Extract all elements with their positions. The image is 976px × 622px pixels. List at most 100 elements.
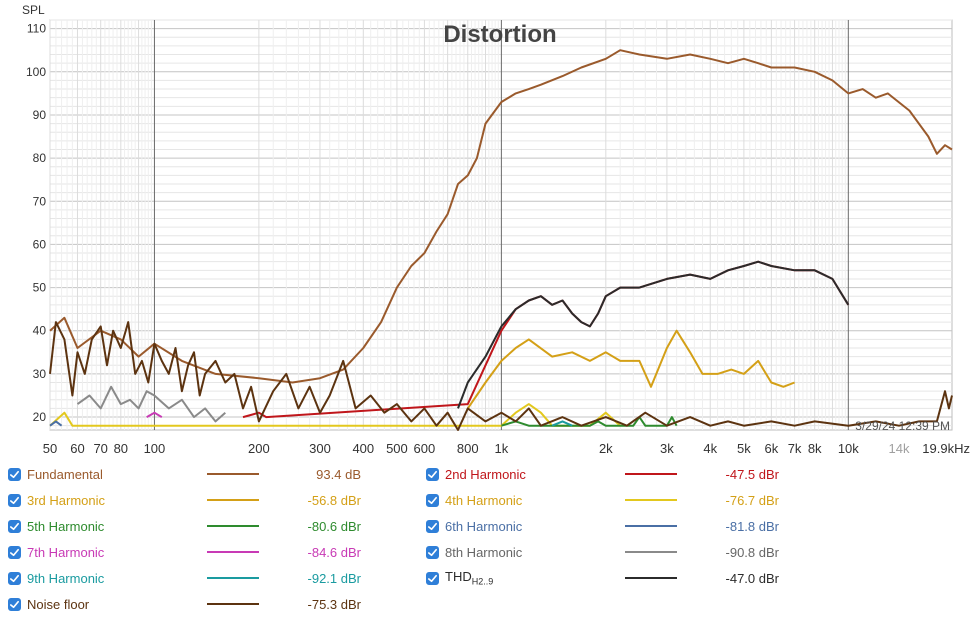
checkmark-icon [428, 496, 437, 504]
legend-checkbox[interactable] [426, 571, 439, 585]
legend-label: THDH2..9 [445, 569, 625, 587]
x-tick-label: 200 [248, 441, 270, 456]
x-tick-label: 300 [309, 441, 331, 456]
x-tick-label: 60 [70, 441, 84, 456]
legend-value: -90.8 dBr [725, 544, 779, 560]
legend-label: 8th Harmonic [445, 545, 625, 560]
legend-label: 5th Harmonic [27, 519, 207, 534]
legend-label: 6th Harmonic [445, 519, 625, 534]
y-tick-label: 80 [33, 151, 47, 165]
legend-label-text: 2nd Harmonic [445, 466, 526, 482]
legend-swatch [625, 577, 677, 579]
legend-label: Fundamental [27, 467, 207, 482]
legend-label-subscript: H2..9 [471, 576, 494, 587]
legend-swatch [207, 551, 259, 553]
x-tick-label: 70 [93, 441, 107, 456]
legend-swatch [207, 499, 259, 501]
x-tick-label: 7k [788, 441, 802, 456]
x-tick-label: 5k [737, 441, 751, 456]
legend-label-text: 9th Harmonic [27, 570, 105, 586]
x-tick-label: 1k [495, 441, 509, 456]
x-tick-label: 10k [838, 441, 859, 456]
y-axis-label: SPL [22, 3, 45, 17]
legend-item: THDH2..9 -47.0 dBr [426, 568, 779, 588]
x-tick-label: 80 [114, 441, 128, 456]
legend-label: 7th Harmonic [27, 545, 207, 560]
legend-swatch [625, 499, 677, 501]
legend-checkbox[interactable] [426, 467, 439, 481]
legend-label: 9th Harmonic [27, 571, 207, 586]
legend-swatch [625, 551, 677, 553]
series-line-5th-harmonic [501, 416, 678, 427]
legend-checkbox[interactable] [8, 493, 21, 507]
legend-value: -47.5 dBr [725, 466, 779, 482]
x-tick-label: 50 [43, 441, 57, 456]
x-tick-label: 500 [386, 441, 408, 456]
legend: Fundamental 93.4 dB 2nd Harmonic -47.5 dBr 3… [0, 462, 976, 622]
y-tick-label: 90 [33, 108, 47, 122]
y-tick-label: 30 [33, 367, 47, 381]
x-tick-label: 400 [352, 441, 374, 456]
legend-checkbox[interactable] [426, 493, 439, 507]
legend-value: 93.4 dB [316, 466, 361, 482]
series-line-3rd-harmonic [466, 329, 795, 409]
legend-label-text: Noise floor [27, 596, 90, 612]
legend-item: 9th Harmonic -92.1 dBr [8, 568, 361, 588]
legend-label-text: 5th Harmonic [27, 518, 105, 534]
legend-label-text: 8th Harmonic [445, 544, 523, 560]
legend-checkbox[interactable] [8, 519, 21, 533]
y-tick-label: 40 [33, 324, 47, 338]
checkmark-icon [10, 600, 19, 608]
legend-item: 2nd Harmonic -47.5 dBr [426, 464, 779, 484]
checkmark-icon [10, 574, 19, 582]
timestamp-label: 3/29/24 12:39 PM [855, 419, 950, 433]
legend-checkbox[interactable] [8, 467, 21, 481]
legend-value: -47.0 dBr [725, 570, 779, 586]
legend-swatch [207, 525, 259, 527]
legend-label: 3rd Harmonic [27, 493, 207, 508]
legend-label-text: 3rd Harmonic [27, 492, 106, 508]
legend-value: -80.6 dBr [307, 518, 361, 534]
series-line-noise-floor [49, 321, 953, 431]
chart-title: Distortion [443, 21, 556, 48]
x-tick-label: 6k [764, 441, 778, 456]
series-line-6th-harmonic [49, 420, 63, 427]
legend-label-text: Fundamental [27, 466, 103, 482]
legend-item: 4th Harmonic -76.7 dBr [426, 490, 779, 510]
x-tick-label: 14k [889, 441, 910, 456]
distortion-chart: 20 30 40 50 60 70 80 90 100 110 SPL 50 60 70 80 100 200 3… [22, 3, 970, 456]
x-tick-label: 100 [144, 441, 166, 456]
checkmark-icon [10, 522, 19, 530]
legend-label-text: 6th Harmonic [445, 518, 523, 534]
series-line-fundamental [49, 49, 953, 384]
legend-item: 5th Harmonic -80.6 dBr [8, 516, 361, 536]
legend-checkbox[interactable] [426, 545, 439, 559]
legend-checkbox[interactable] [8, 545, 21, 559]
y-tick-label: 70 [33, 194, 47, 208]
legend-value: -92.1 dBr [307, 570, 361, 586]
checkmark-icon [428, 574, 437, 582]
checkmark-icon [10, 548, 19, 556]
legend-item: 8th Harmonic -90.8 dBr [426, 542, 779, 562]
legend-value: -76.7 dBr [725, 492, 779, 508]
x-tick-label: 600 [414, 441, 436, 456]
y-tick-label: 60 [33, 237, 47, 251]
legend-label-text: THD [445, 569, 472, 585]
chart-svg: 20 30 40 50 60 70 80 90 100 110 SPL 50 60 70 80 100 200 3… [22, 3, 970, 456]
legend-checkbox[interactable] [8, 597, 21, 611]
y-tick-label: 50 [33, 281, 47, 295]
legend-label-text: 4th Harmonic [445, 492, 523, 508]
series-line-9th-harmonic [551, 420, 573, 427]
legend-checkbox[interactable] [8, 571, 21, 585]
x-tick-label: 800 [457, 441, 479, 456]
x-tick-label: 3k [660, 441, 674, 456]
legend-item: 7th Harmonic -84.6 dBr [8, 542, 361, 562]
x-tick-label: 8k [808, 441, 822, 456]
legend-checkbox[interactable] [426, 519, 439, 533]
legend-swatch [625, 473, 677, 475]
x-tick-label: 19.9kHz [922, 441, 970, 456]
x-tick-label: 4k [703, 441, 717, 456]
legend-swatch [207, 473, 259, 475]
series-line-thd-h2-9 [457, 260, 850, 409]
legend-swatch [207, 577, 259, 579]
